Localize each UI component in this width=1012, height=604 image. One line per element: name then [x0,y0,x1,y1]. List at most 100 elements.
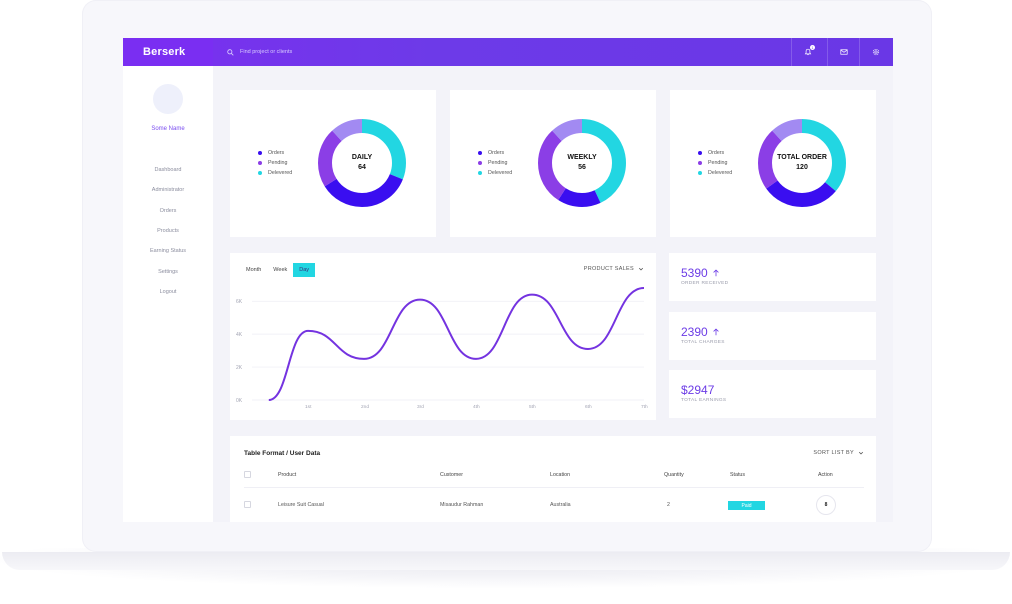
legend-label: Orders [268,150,285,156]
dropdown-label: PRODUCT SALES [583,266,634,272]
sidebar-nav: Dashboard Administrator Orders Products … [123,160,213,302]
sort-list-dropdown[interactable]: SORT LIST BY [813,450,864,456]
table-title: Table Format / User Data [244,450,321,457]
sidebar: Some Name Dashboard Administrator Orders… [123,66,213,522]
cell-product: Leisure Suit Casual [278,502,324,508]
legend-label: Pending [268,160,288,166]
product-sales-card: Month Week Day PRODUCT SALES 0K 2K 4K 6K 1st… [230,253,656,420]
weekly-orders-card: Orders Pending Delevered WEEKLY 56 [450,90,656,237]
total-earnings-card: $2947 TOTAL EARNINGS [669,370,876,418]
notifications-button[interactable]: 1 [791,38,823,66]
status-badge: Paid [728,501,765,510]
donut-segment-orders [318,119,406,207]
gear-icon [872,48,879,56]
legend-item: Orders [258,148,292,158]
order-received-value: 5390 [681,266,708,280]
sidebar-item-administrator[interactable]: Administrator [151,187,185,194]
notification-badge: 1 [810,45,815,50]
product-sales-dropdown[interactable]: PRODUCT SALES [584,266,644,272]
donut-title: WEEKLY [567,154,597,161]
tab-week[interactable]: Week [273,267,288,273]
arrow-up-icon [713,269,719,277]
delivered-dot [258,171,262,175]
y-tick-label: 4K [236,332,243,338]
total-charges-label: TOTAL CHARGES [681,340,725,345]
cell-customer: Misaudur Rahman [440,502,484,508]
x-tick-label: 7th [641,404,648,410]
legend-label: Pending [708,160,728,166]
stat-value-row: 5390 [681,266,720,280]
order-received-label: ORDER RECEIVED [681,281,729,286]
search-input[interactable]: Find project or clients [240,49,293,55]
row-action-button[interactable]: 8 [816,495,836,515]
order-received-card: 5390 ORDER RECEIVED [669,253,876,301]
period-tabs: Month Week Day [240,263,316,277]
brand-logo[interactable]: Berserk [123,38,213,66]
sidebar-item-settings[interactable]: Settings [158,268,178,275]
column-header-customer[interactable]: Customer [440,472,463,478]
total-earnings-value: $2947 [681,383,715,397]
sidebar-item-earning-status[interactable]: Earning Status [149,248,187,255]
legend-item: Delevered [698,168,732,178]
donut-value: 64 [358,164,366,171]
total-orders-card: Orders Pending Delevered TOTAL ORDER 120 [670,90,876,237]
sidebar-item-dashboard[interactable]: Dashboard [154,167,182,174]
device-base [2,552,1010,570]
dashboard-screen: Berserk Find project or clients 1 Some N… [123,38,893,522]
donut-segment-pending [758,119,846,207]
messages-button[interactable] [827,38,859,66]
user-data-table-card: Table Format / User Data SORT LIST BY Pr… [230,436,876,522]
sort-label: SORT LIST BY [813,450,854,456]
donut-segment-light [758,119,846,207]
column-header-action[interactable]: Action [818,472,833,478]
weekly-donut-chart [538,119,626,207]
total-order-donut-chart [758,119,846,207]
x-tick-label: 3rd [417,404,424,410]
username[interactable]: Some Name [151,126,185,132]
donut-segment-light [538,119,626,207]
x-tick-label: 5th [529,404,536,410]
pending-dot [478,161,482,165]
legend-item: Pending [478,158,512,168]
top-bar: Berserk Find project or clients 1 [123,38,893,66]
legend-item: Orders [698,148,732,158]
search-bar[interactable]: Find project or clients [227,38,292,66]
total-charges-card: 2390 TOTAL CHARGES [669,312,876,360]
donut-title: TOTAL ORDER [777,154,827,161]
sales-series-line [268,287,645,401]
sidebar-item-products[interactable]: Products [157,228,179,235]
donut-legend: Orders Pending Delevered [258,148,292,178]
search-icon [227,48,234,56]
cell-location: Australia [550,502,571,508]
cell-quantity: 2 [667,502,670,508]
legend-label: Pending [488,160,508,166]
select-all-checkbox[interactable] [244,471,251,478]
donut-legend: Orders Pending Delevered [478,148,512,178]
donut-value: 56 [578,164,586,171]
column-header-location[interactable]: Location [550,472,571,478]
chevron-down-icon [858,451,864,455]
column-header-status[interactable]: Status [730,472,746,478]
donut-center: DAILY 64 [316,117,408,209]
y-tick-label: 0K [236,398,243,404]
column-header-quantity[interactable]: Quantity [664,472,684,478]
tab-month[interactable]: Month [246,267,262,273]
column-header-product[interactable]: Product [278,472,297,478]
legend-item: Pending [258,158,292,168]
x-tick-label: 2nd [361,404,369,410]
sidebar-item-orders[interactable]: Orders [159,207,177,214]
delivered-dot [478,171,482,175]
tab-day[interactable]: Day [293,263,316,277]
legend-label: Orders [488,150,505,156]
sidebar-item-logout[interactable]: Logout [159,288,177,295]
settings-button[interactable] [859,38,891,66]
legend-label: Delevered [268,170,293,176]
row-checkbox[interactable] [244,501,251,508]
avatar[interactable] [153,84,183,114]
total-charges-value: 2390 [681,325,708,339]
donut-segment-pending [538,119,626,207]
sales-line-chart: 0K 2K 4K 6K 1st 2nd 3rd 4th 5th 6th 7th [236,287,648,410]
x-tick-label: 4th [473,404,480,410]
legend-label: Orders [708,150,725,156]
